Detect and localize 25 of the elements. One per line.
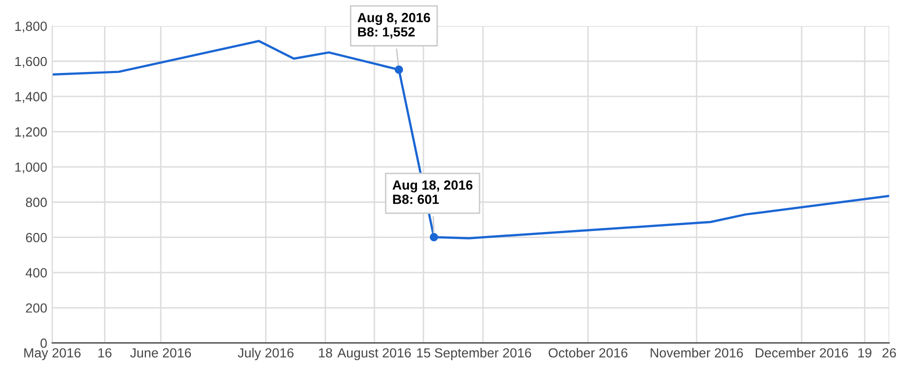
x-tick-label: July 2016 <box>238 348 294 360</box>
annotation: Aug 8, 2016 B8: 1,552 <box>358 12 430 38</box>
annotation: Aug 18, 2016 B8: 601 <box>392 180 472 204</box>
x-tick-label: August 2016 <box>337 348 411 360</box>
x-tick-label: December 2016 <box>756 348 848 358</box>
y-tick-label: 200 <box>26 303 47 313</box>
y-tick-label: 1,800 <box>15 22 47 33</box>
y-tick-label: 1,000 <box>15 162 47 174</box>
x-tick-label: June 2016 <box>130 348 192 358</box>
x-tick-label: November 2016 <box>650 348 743 358</box>
y-tick-label: 1,600 <box>15 56 47 68</box>
x-tick-label: 16 <box>98 348 112 358</box>
x-tick-label: May 2016 <box>24 348 81 360</box>
x-tick-label: 19 <box>858 348 872 358</box>
x-tick-label: 26 <box>882 348 896 358</box>
y-tick-label: 1,400 <box>15 92 47 103</box>
y-tick-label: 0 <box>40 338 47 348</box>
y-tick-label: 600 <box>26 232 47 242</box>
x-tick-label: September 2016 <box>434 348 532 360</box>
x-tick-label: 15 <box>417 348 430 358</box>
x-tick-label: 18 <box>319 348 332 358</box>
x-tick-label: October 2016 <box>548 348 628 358</box>
y-tick-label: 400 <box>26 268 47 278</box>
y-tick-label: 800 <box>26 198 47 208</box>
y-tick-label: 1,200 <box>15 127 47 138</box>
